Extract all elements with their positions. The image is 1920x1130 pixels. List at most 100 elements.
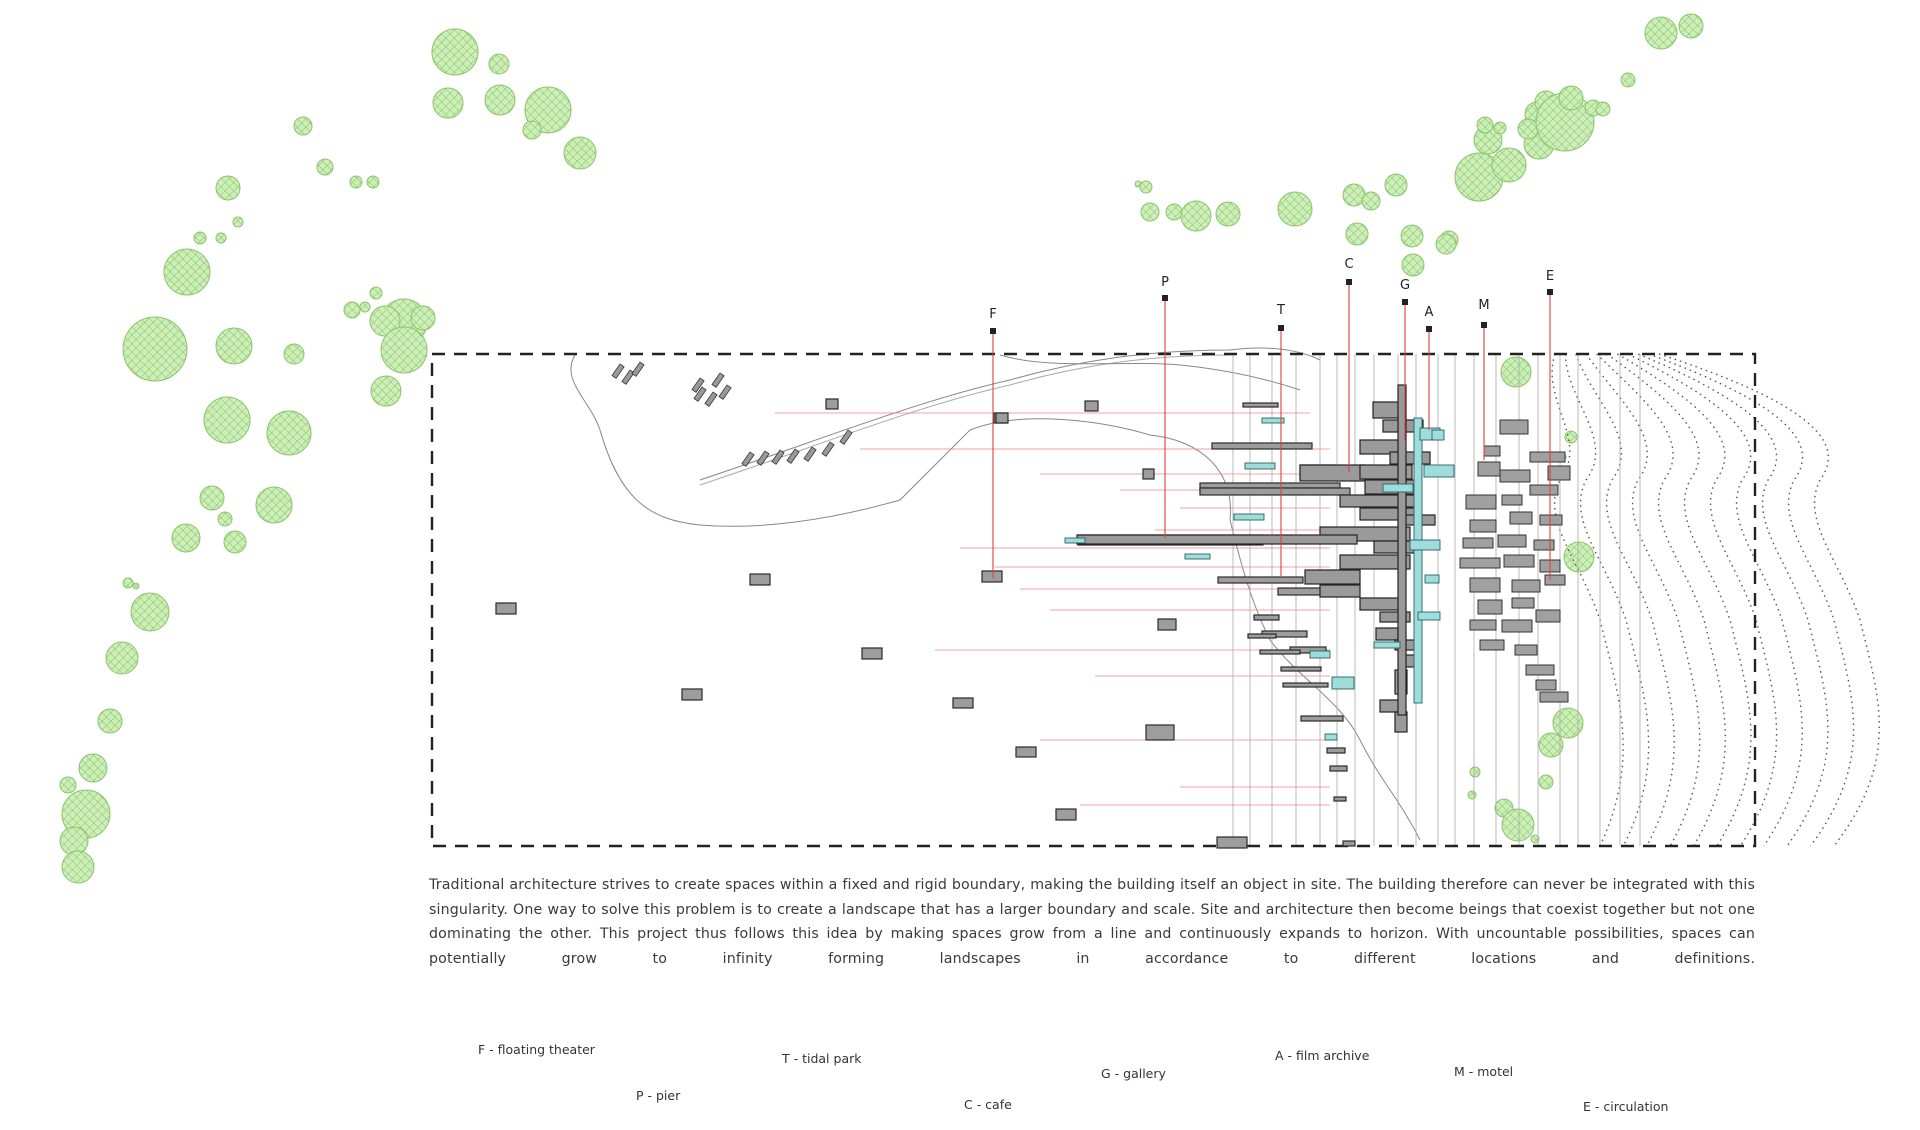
tree-icon	[1345, 222, 1369, 246]
tree-icon	[78, 753, 108, 783]
tree-icon	[61, 850, 95, 884]
guide-lines	[775, 412, 1330, 806]
tree-icon	[1563, 541, 1595, 573]
tree-icon	[1517, 118, 1539, 140]
tree-icon	[1134, 180, 1142, 188]
tree-icon	[61, 789, 111, 839]
legend-f: F - floating theater	[478, 1042, 595, 1057]
tree-icon	[1620, 72, 1636, 88]
tree-icon	[199, 485, 225, 511]
tree-icon	[1500, 356, 1532, 388]
tree-icon	[1361, 191, 1381, 211]
tree-icon	[1165, 203, 1183, 221]
leader-cap-m	[1481, 322, 1487, 328]
tree-icon	[122, 577, 134, 589]
tree-icon	[1493, 121, 1507, 135]
tree-icon	[1139, 180, 1153, 194]
legend-t: T - tidal park	[782, 1051, 862, 1066]
tree-icon	[59, 776, 77, 794]
tree-icon	[97, 708, 123, 734]
tree-icon	[380, 326, 428, 374]
marker-label-m: M	[1478, 298, 1489, 313]
tree-icon	[359, 301, 371, 313]
tree-icon	[1644, 16, 1678, 50]
tree-icon	[283, 343, 305, 365]
tree-icon	[1277, 191, 1313, 227]
project-description: Traditional architecture strives to crea…	[429, 877, 1755, 967]
tree-icon	[223, 530, 247, 554]
tree-icon	[1538, 774, 1554, 790]
tree-icon	[522, 120, 542, 140]
tree-icon	[1678, 13, 1704, 39]
legend-g: G - gallery	[1101, 1066, 1166, 1081]
marker-label-a: A	[1425, 305, 1434, 320]
tree-icon	[1558, 85, 1584, 111]
tree-icon	[163, 248, 211, 296]
tree-icon	[370, 375, 402, 407]
contour-lines	[1551, 353, 1880, 847]
tree-icon	[410, 305, 436, 331]
leader-cap-g	[1402, 299, 1408, 305]
tree-icon	[1595, 101, 1611, 117]
leader-cap-p	[1162, 295, 1168, 301]
tree-icon	[217, 511, 233, 527]
tree-icon	[1501, 808, 1535, 842]
tree-icon	[215, 232, 227, 244]
tree-icon	[59, 826, 89, 856]
legend-p: P - pier	[636, 1088, 681, 1103]
tree-icon	[343, 301, 361, 319]
marker-label-c: C	[1344, 257, 1353, 272]
tree-icon	[1401, 253, 1425, 277]
marker-label-t: T	[1276, 303, 1285, 318]
tree-group	[59, 13, 1704, 884]
tree-icon	[1552, 707, 1584, 739]
tree-icon	[1469, 766, 1481, 778]
tree-icon	[563, 136, 597, 170]
tree-icon	[484, 84, 516, 116]
legend-c: C - cafe	[964, 1097, 1012, 1112]
tree-icon	[369, 286, 383, 300]
leader-cap-c	[1346, 279, 1352, 285]
legend-a: A - film archive	[1275, 1048, 1370, 1063]
tree-icon	[132, 582, 140, 590]
tree-icon	[1476, 116, 1494, 134]
tree-icon	[1342, 183, 1366, 207]
tree-icon	[255, 486, 293, 524]
marker-leaders: F P T C GA M E	[989, 257, 1554, 580]
tree-icon	[1180, 200, 1212, 232]
tree-icon	[105, 641, 139, 675]
leader-cap-a	[1426, 326, 1432, 332]
tree-icon	[1467, 790, 1477, 800]
tree-icon	[366, 175, 380, 189]
tree-icon	[203, 396, 251, 444]
tree-icon	[1400, 224, 1424, 248]
tree-icon	[524, 86, 572, 134]
tree-icon	[488, 53, 510, 75]
building-blocks	[495, 361, 1571, 849]
tree-icon	[193, 231, 207, 245]
tree-icon	[1564, 430, 1578, 444]
tree-icon	[432, 87, 464, 119]
tree-icon	[1435, 233, 1457, 255]
leader-cap-e	[1547, 289, 1553, 295]
tree-icon	[431, 28, 479, 76]
tree-icon	[316, 158, 334, 176]
tree-icon	[1473, 125, 1503, 155]
tree-icon	[1215, 201, 1241, 227]
tree-icon	[1384, 173, 1408, 197]
tree-icon	[130, 592, 170, 632]
tree-icon	[232, 216, 244, 228]
tree-icon	[215, 175, 241, 201]
tree-icon	[369, 305, 401, 337]
legend-m: M - motel	[1454, 1064, 1514, 1079]
marker-label-p: P	[1161, 275, 1169, 290]
marker-label-f: F	[989, 307, 996, 322]
tree-icon	[293, 116, 313, 136]
tree-icon	[1538, 732, 1564, 758]
marker-label-e: E	[1546, 269, 1554, 284]
tree-icon	[1491, 147, 1527, 183]
leader-cap-f	[990, 328, 996, 334]
tree-icon	[266, 410, 312, 456]
tree-icon	[349, 175, 363, 189]
